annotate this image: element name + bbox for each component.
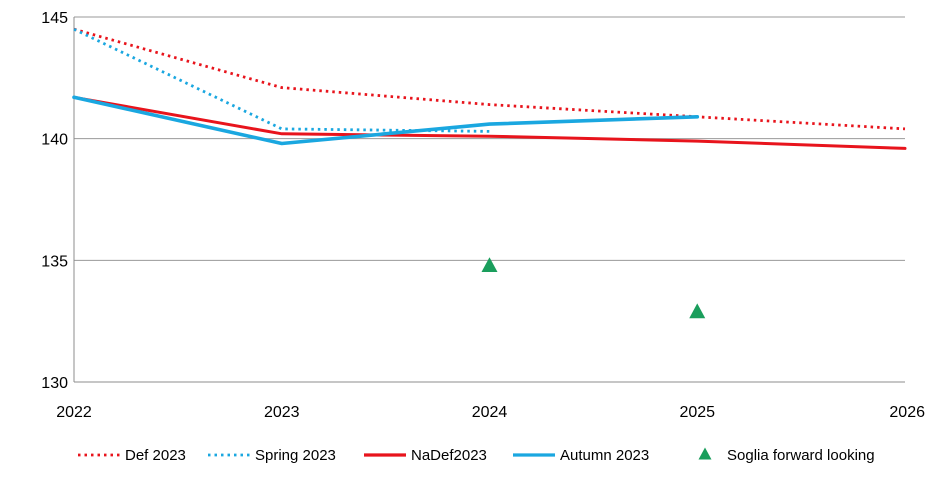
series-line-autumn-2023 xyxy=(72,95,700,146)
marker-soglia-forward-looking xyxy=(689,303,706,319)
gridlines xyxy=(74,16,905,261)
marker-soglia-forward-looking xyxy=(481,257,498,272)
legend-label-autumn-2023: Autumn 2023 xyxy=(560,447,649,464)
series-line-spring-2023 xyxy=(73,27,490,133)
x-tick-labels: 2022 2023 2024 2025 2026 xyxy=(56,404,925,421)
legend-label-def-2023: Def 2023 xyxy=(125,447,186,464)
legend-label-nadef2023: NaDef2023 xyxy=(411,447,487,464)
x-tick-label: 2022 xyxy=(56,404,92,421)
series-line-def-2023 xyxy=(73,27,906,131)
legend-label-soglia-forward-looking: Soglia forward looking xyxy=(727,447,875,464)
y-tick-labels: 130 135 140 145 xyxy=(41,10,68,392)
x-tick-label: 2023 xyxy=(264,404,300,421)
legend: Def 2023 Spring 2023 NaDef2023 Autumn 2023 S… xyxy=(78,447,875,464)
y-tick-label: 140 xyxy=(41,132,68,149)
axes xyxy=(73,17,905,383)
legend-swatch-soglia-forward-looking xyxy=(698,447,712,460)
y-tick-label: 145 xyxy=(41,10,68,27)
series-line-nadef2023 xyxy=(72,95,907,150)
y-tick-label: 135 xyxy=(41,253,68,270)
legend-label-spring-2023: Spring 2023 xyxy=(255,447,336,464)
y-tick-label: 130 xyxy=(41,375,68,392)
x-tick-label: 2025 xyxy=(679,404,715,421)
plot-area xyxy=(72,27,907,319)
x-tick-label: 2026 xyxy=(889,404,925,421)
x-tick-label: 2024 xyxy=(472,404,508,421)
